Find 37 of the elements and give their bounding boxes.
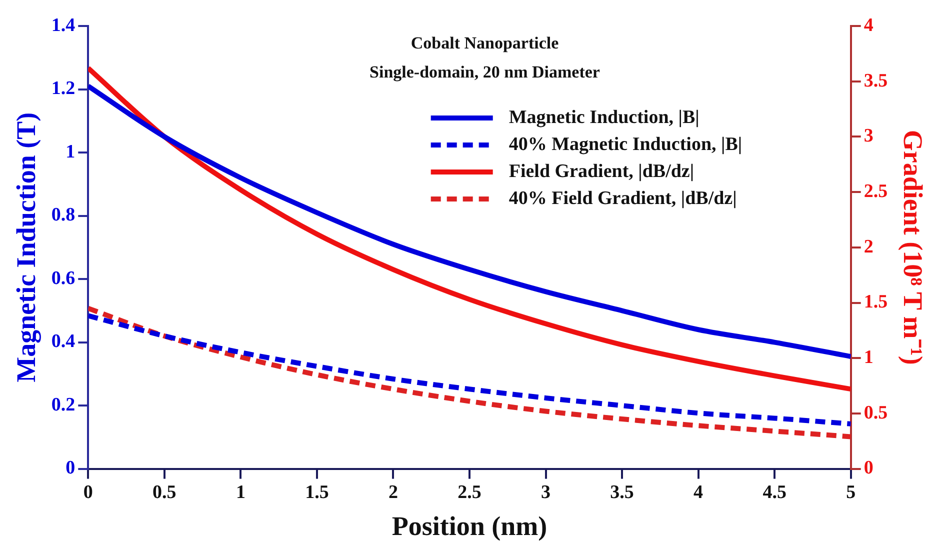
chart-title: Cobalt Nanoparticle bbox=[410, 33, 560, 52]
y-tick-label: 1.2 bbox=[51, 78, 76, 100]
legend-label: 40% Field Gradient, |dB/dz| bbox=[508, 188, 737, 209]
x-tick-label: 3 bbox=[541, 482, 551, 504]
x-tick-label: 4.5 bbox=[762, 482, 786, 504]
x-tick-label: 2.5 bbox=[458, 482, 482, 504]
legend-label: Field Gradient, |dB/dz| bbox=[508, 160, 694, 182]
y2-axis-title: Gradient (10⁸ T m⁻¹) bbox=[898, 130, 928, 365]
y-axis-title: Magnetic Induction (T) bbox=[11, 112, 42, 382]
y2-tick-label: 3 bbox=[864, 126, 874, 147]
y-tick-label: 0 bbox=[66, 458, 76, 479]
y2-tick-label: 1.5 bbox=[864, 292, 888, 313]
x-tick-label: 5 bbox=[846, 482, 856, 504]
y2-tick-label: 0 bbox=[864, 458, 874, 479]
y2-tick-label: 1 bbox=[864, 347, 874, 368]
legend-label: 40% Magnetic Induction, |B| bbox=[508, 134, 742, 155]
y-tick-label: 1.4 bbox=[51, 14, 76, 36]
x-tick-label: 4 bbox=[694, 482, 704, 504]
x-tick-label: 0.5 bbox=[152, 482, 176, 504]
y-tick-label: 0.6 bbox=[51, 268, 76, 289]
x-tick-label: 1 bbox=[236, 482, 246, 504]
x-tick-label: 1.5 bbox=[305, 482, 329, 504]
y2-tick-label: 3.5 bbox=[864, 70, 888, 92]
text: Single-domain, 20 nm Diameter bbox=[370, 62, 600, 82]
x-tick-label: 2 bbox=[388, 482, 398, 504]
legend-label: Magnetic Induction, |B| bbox=[508, 106, 700, 128]
y2-tick-label: 2.5 bbox=[864, 180, 888, 202]
y2-tick-label: 4 bbox=[864, 14, 874, 36]
y2-tick-label: 2 bbox=[864, 236, 874, 258]
y-tick-label: 0.2 bbox=[51, 394, 76, 416]
y-tick-label: 1 bbox=[66, 141, 76, 162]
y2-tick-label: 0.5 bbox=[864, 402, 888, 424]
y-tick-label: 0.8 bbox=[51, 204, 76, 226]
x-tick-label: 0 bbox=[83, 482, 93, 504]
x-axis-title: Position (nm) bbox=[392, 510, 548, 541]
y-tick-label: 0.4 bbox=[51, 331, 76, 352]
x-tick-label: 3.5 bbox=[610, 482, 634, 504]
